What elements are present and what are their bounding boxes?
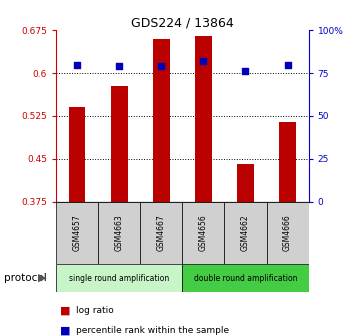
Text: ■: ■ bbox=[60, 326, 70, 336]
Bar bbox=[140, 202, 182, 264]
Text: ▶: ▶ bbox=[38, 273, 47, 283]
Point bbox=[158, 64, 164, 69]
Text: GSM4666: GSM4666 bbox=[283, 214, 292, 251]
Text: percentile rank within the sample: percentile rank within the sample bbox=[76, 327, 229, 335]
Point bbox=[200, 58, 206, 64]
Bar bbox=[225, 202, 266, 264]
Text: GSM4656: GSM4656 bbox=[199, 214, 208, 251]
Bar bbox=[266, 202, 309, 264]
Point bbox=[116, 64, 122, 69]
Text: GSM4662: GSM4662 bbox=[241, 214, 250, 251]
Point bbox=[243, 69, 248, 74]
Bar bbox=[56, 202, 98, 264]
Point bbox=[74, 62, 80, 67]
Text: protocol: protocol bbox=[4, 273, 46, 283]
Text: double round amplification: double round amplification bbox=[194, 274, 297, 283]
Bar bbox=[195, 36, 212, 202]
Bar bbox=[237, 164, 254, 202]
Text: GSM4663: GSM4663 bbox=[115, 214, 123, 251]
Bar bbox=[69, 108, 86, 202]
Text: log ratio: log ratio bbox=[76, 306, 114, 315]
Text: GSM4657: GSM4657 bbox=[73, 214, 82, 251]
Bar bbox=[153, 39, 170, 202]
Title: GDS224 / 13864: GDS224 / 13864 bbox=[131, 16, 234, 29]
Text: ■: ■ bbox=[60, 306, 70, 316]
Bar bbox=[56, 264, 182, 292]
Bar bbox=[98, 202, 140, 264]
Bar bbox=[182, 264, 309, 292]
Bar bbox=[279, 122, 296, 202]
Text: GSM4667: GSM4667 bbox=[157, 214, 166, 251]
Bar bbox=[182, 202, 225, 264]
Text: single round amplification: single round amplification bbox=[69, 274, 169, 283]
Point bbox=[285, 62, 291, 67]
Bar bbox=[111, 86, 127, 202]
